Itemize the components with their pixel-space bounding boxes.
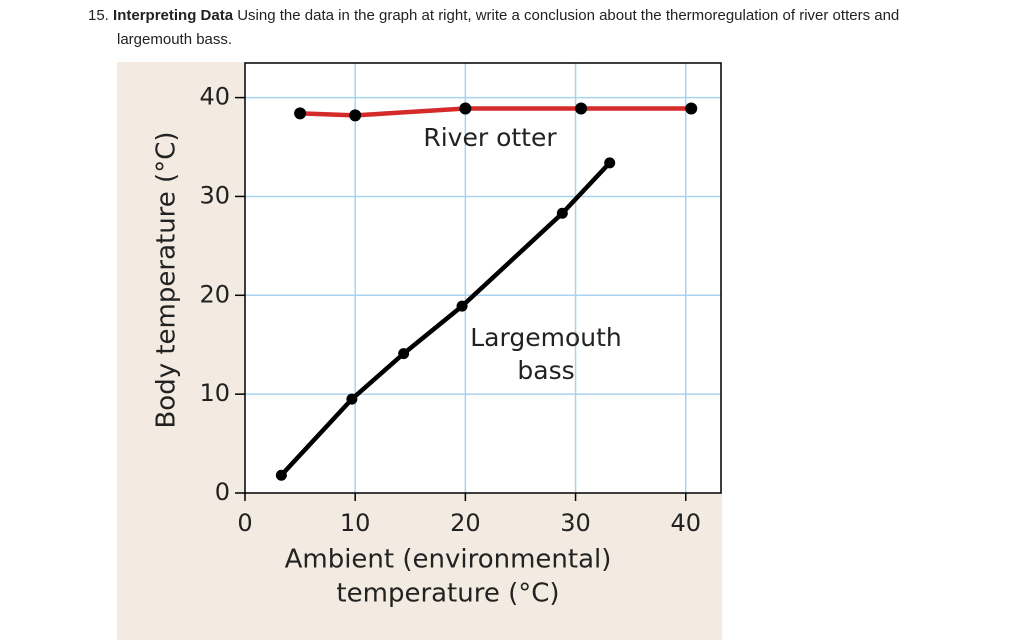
x-axis-label: temperature (°C) — [336, 579, 559, 609]
data-point — [398, 348, 410, 360]
x-tick-label: 0 — [237, 509, 252, 537]
data-point — [685, 102, 698, 115]
y-tick-label: 10 — [199, 379, 230, 407]
x-tick-label: 10 — [340, 509, 371, 537]
y-tick-label: 30 — [199, 181, 230, 209]
data-point — [275, 469, 287, 481]
plot-area — [245, 63, 721, 493]
x-tick-label: 30 — [560, 509, 591, 537]
question-heading: Interpreting Data — [113, 7, 234, 24]
data-point — [456, 300, 468, 312]
series-line — [279, 161, 612, 477]
series-annotation: bass — [517, 356, 574, 385]
data-point — [459, 102, 472, 115]
series-annotation: Largemouth — [470, 323, 621, 352]
y-axis-label: Body temperature (°C) — [152, 131, 182, 428]
x-tick-label: 20 — [450, 509, 481, 537]
data-point — [349, 109, 362, 122]
data-point — [575, 102, 588, 115]
y-tick-label: 0 — [215, 478, 230, 506]
plot-frame — [244, 62, 722, 494]
x-axis-label: Ambient (environmental) — [285, 545, 612, 575]
question-text: Using the data in the graph at right, wr… — [117, 7, 900, 48]
series-annotation: River otter — [423, 123, 557, 152]
data-point — [346, 393, 358, 405]
x-tick-label: 40 — [670, 509, 701, 537]
data-point — [294, 107, 307, 120]
y-tick-label: 20 — [199, 280, 230, 308]
data-point — [604, 157, 616, 169]
question-number: 15. — [88, 7, 109, 24]
y-tick-label: 40 — [199, 83, 230, 111]
question: 15. Interpreting Data Using the data in … — [88, 4, 968, 52]
data-point — [556, 207, 568, 219]
